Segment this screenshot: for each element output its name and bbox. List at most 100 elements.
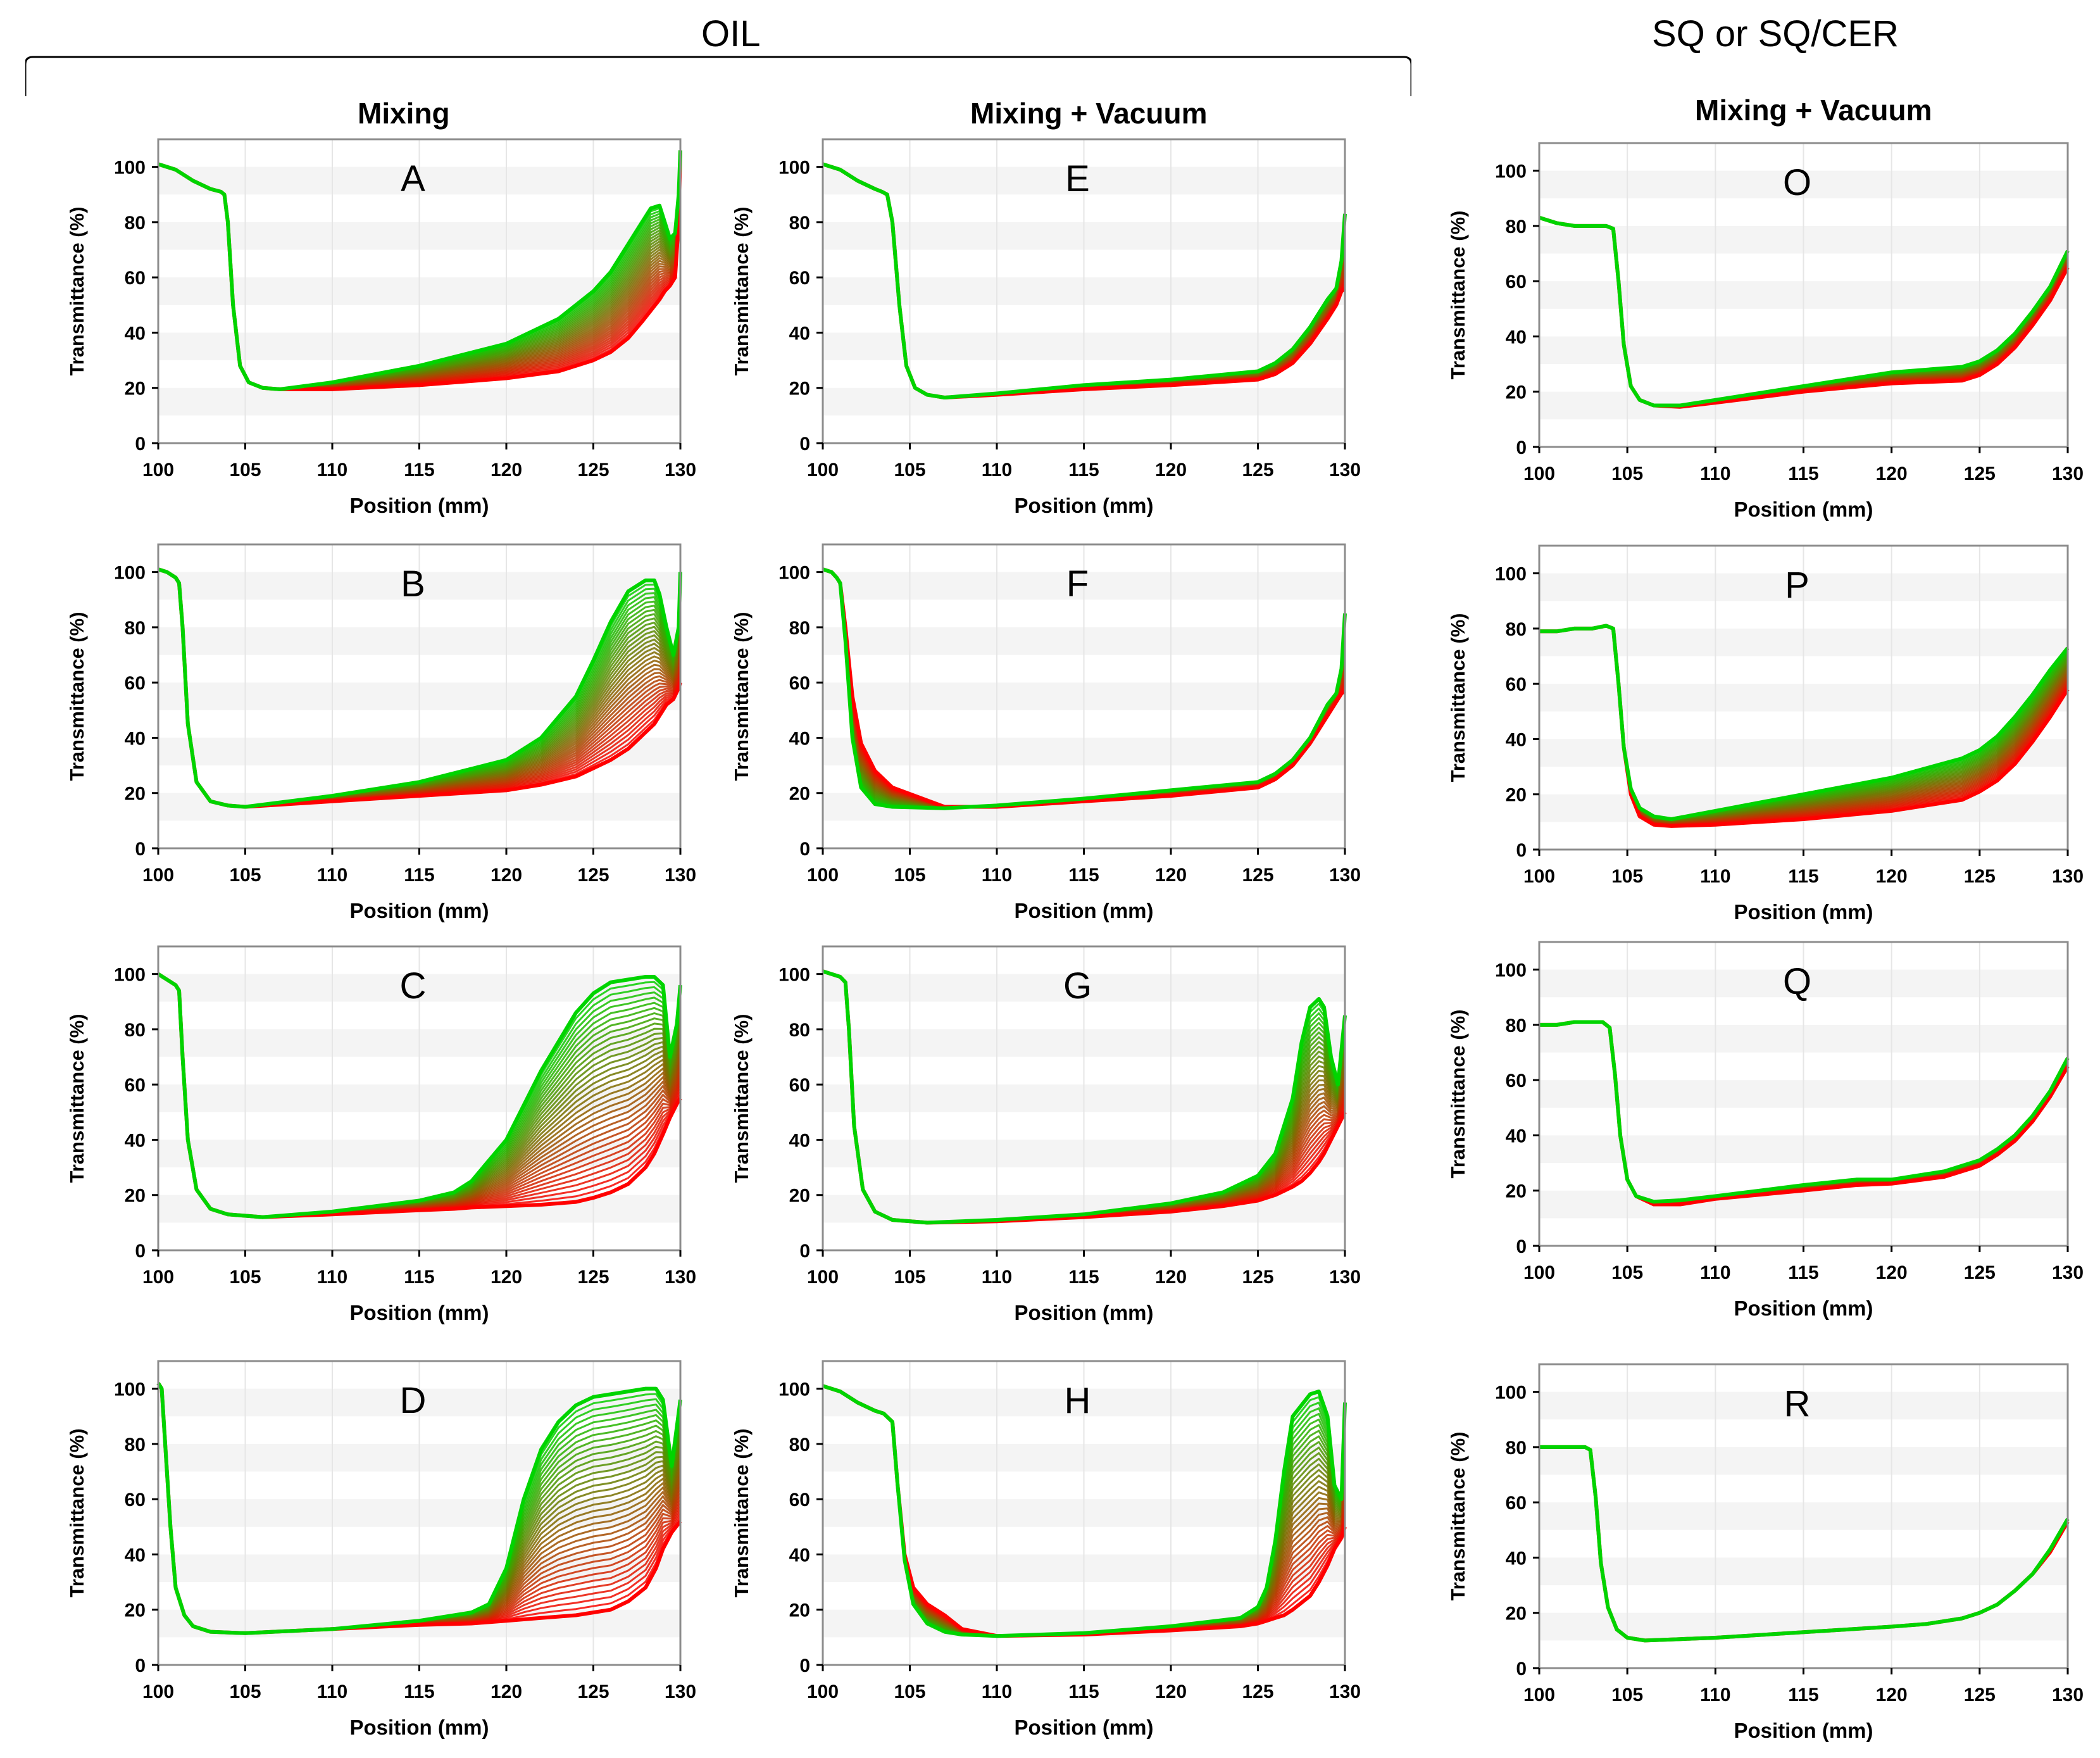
x-tick-label: 125: [577, 1267, 609, 1288]
y-tick-label: 80: [789, 618, 810, 639]
x-tick-label: 130: [2052, 463, 2084, 484]
x-axis-title: Position (mm): [1015, 1301, 1154, 1324]
x-tick-label: 120: [1155, 1267, 1187, 1288]
y-tick-label: 20: [1506, 1604, 1527, 1624]
y-tick-label: 40: [789, 1130, 810, 1151]
x-tick-label: 120: [1155, 865, 1187, 886]
y-tick-label: 40: [789, 728, 810, 749]
x-tick-label: 120: [1876, 1685, 1908, 1705]
chart-panel-f: 100 105 110 115 120 125 130 0 20 40 60 80 100 Positio…: [730, 543, 1361, 922]
panel-letter: R: [1784, 1383, 1811, 1424]
chart-panel-d: 100 105 110 115 120 125 130 0 20 40 60 80 100 Positio…: [66, 1360, 696, 1739]
x-tick-label: 115: [1068, 865, 1099, 886]
y-tick-label: 100: [114, 965, 146, 986]
x-tick-label: 115: [1788, 1685, 1818, 1705]
y-tick-label: 0: [135, 1655, 146, 1676]
x-tick-label: 120: [1155, 1681, 1187, 1702]
y-tick-label: 40: [1506, 729, 1527, 750]
panel-letter: H: [1065, 1380, 1091, 1421]
y-axis-title: Transmittance (%): [730, 612, 753, 781]
y-tick-label: 0: [1516, 1659, 1527, 1680]
chart-panel-b: 100 105 110 115 120 125 130 0 20 40 60 80 100 Positio…: [66, 543, 696, 922]
x-tick-label: 115: [404, 460, 434, 480]
x-tick-label: 110: [982, 1681, 1012, 1702]
y-tick-label: 60: [125, 1490, 146, 1510]
x-tick-label: 105: [1611, 1262, 1643, 1283]
y-tick-label: 80: [125, 1020, 146, 1041]
y-tick-label: 20: [1506, 785, 1527, 806]
y-tick-label: 0: [799, 839, 810, 860]
y-tick-label: 80: [1506, 217, 1527, 237]
x-tick-label: 105: [229, 1267, 261, 1288]
series-first-scan: [1539, 215, 2070, 408]
x-tick-label: 100: [142, 1267, 174, 1288]
y-tick-label: 40: [125, 1130, 146, 1151]
x-axis-title: Position (mm): [1015, 1716, 1154, 1739]
x-tick-label: 125: [1964, 866, 1996, 887]
y-axis-title: Transmittance (%): [1447, 1431, 1469, 1600]
x-tick-label: 110: [317, 1267, 347, 1288]
x-tick-label: 105: [1611, 463, 1643, 484]
y-tick-label: 60: [125, 673, 146, 694]
x-tick-label: 125: [577, 865, 609, 886]
x-tick-label: 110: [982, 1267, 1012, 1288]
x-tick-label: 125: [1242, 460, 1273, 480]
x-tick-label: 110: [1700, 463, 1730, 484]
y-axis-title: Transmittance (%): [66, 1428, 88, 1597]
x-tick-label: 100: [807, 865, 839, 886]
y-tick-label: 60: [1506, 1070, 1527, 1091]
y-tick-label: 100: [114, 563, 146, 584]
y-tick-label: 80: [1506, 619, 1527, 640]
y-tick-label: 40: [1506, 1126, 1527, 1146]
oil-bracket: [25, 56, 1411, 96]
x-tick-label: 110: [317, 1681, 347, 1702]
series-first-scan: [156, 1382, 682, 1635]
panel-letter: P: [1785, 565, 1809, 606]
x-tick-label: 125: [1964, 463, 1996, 484]
chart-panel-g: 100 105 110 115 120 125 130 0 20 40 60 80 100 Positio…: [730, 945, 1361, 1324]
panel-letter: E: [1065, 158, 1090, 199]
y-tick-label: 40: [125, 323, 146, 344]
y-tick-label: 0: [1516, 1236, 1527, 1257]
y-tick-label: 20: [125, 1600, 146, 1621]
x-axis-title: Position (mm): [1734, 1297, 1873, 1320]
x-tick-label: 120: [1876, 866, 1908, 887]
series-first-scan: [822, 162, 1347, 399]
x-tick-label: 130: [1329, 1681, 1361, 1702]
x-axis-title: Position (mm): [350, 899, 489, 922]
y-tick-label: 100: [1495, 564, 1527, 585]
series-first-scan: [158, 567, 682, 809]
y-tick-label: 0: [135, 434, 146, 455]
panel-letter: C: [400, 965, 427, 1007]
x-tick-label: 130: [2052, 1262, 2084, 1283]
x-tick-label: 100: [807, 1681, 839, 1702]
chart-panel-c: 100 105 110 115 120 125 130 0 20 40 60 80 100 Positio…: [66, 945, 696, 1324]
y-tick-label: 60: [1506, 272, 1527, 292]
x-tick-label: 110: [982, 460, 1012, 480]
x-tick-label: 100: [142, 460, 174, 480]
x-tick-label: 120: [1876, 463, 1908, 484]
x-tick-label: 130: [665, 865, 696, 886]
y-tick-label: 80: [125, 618, 146, 639]
x-tick-label: 100: [1523, 1685, 1555, 1705]
x-tick-label: 120: [491, 460, 522, 480]
x-tick-label: 115: [1788, 866, 1818, 887]
y-tick-label: 80: [789, 213, 810, 234]
series-first-scan: [1539, 1445, 2070, 1643]
x-tick-label: 105: [1611, 1685, 1643, 1705]
y-tick-label: 0: [1516, 840, 1527, 861]
x-tick-label: 105: [894, 1681, 925, 1702]
x-axis-title: Position (mm): [1734, 900, 1873, 924]
y-tick-label: 40: [125, 728, 146, 749]
y-tick-label: 60: [125, 1075, 146, 1096]
panel-letter: G: [1063, 965, 1092, 1007]
series-first-scan: [158, 150, 682, 391]
x-tick-label: 125: [1242, 1681, 1273, 1702]
x-tick-label: 110: [317, 865, 347, 886]
y-tick-label: 20: [125, 1186, 146, 1207]
x-tick-label: 110: [1700, 1262, 1730, 1283]
column-title-mixing-vacuum: Mixing + Vacuum: [970, 97, 1208, 130]
x-tick-label: 115: [1788, 1262, 1818, 1283]
x-tick-label: 120: [491, 1267, 522, 1288]
x-tick-label: 130: [1329, 865, 1361, 886]
